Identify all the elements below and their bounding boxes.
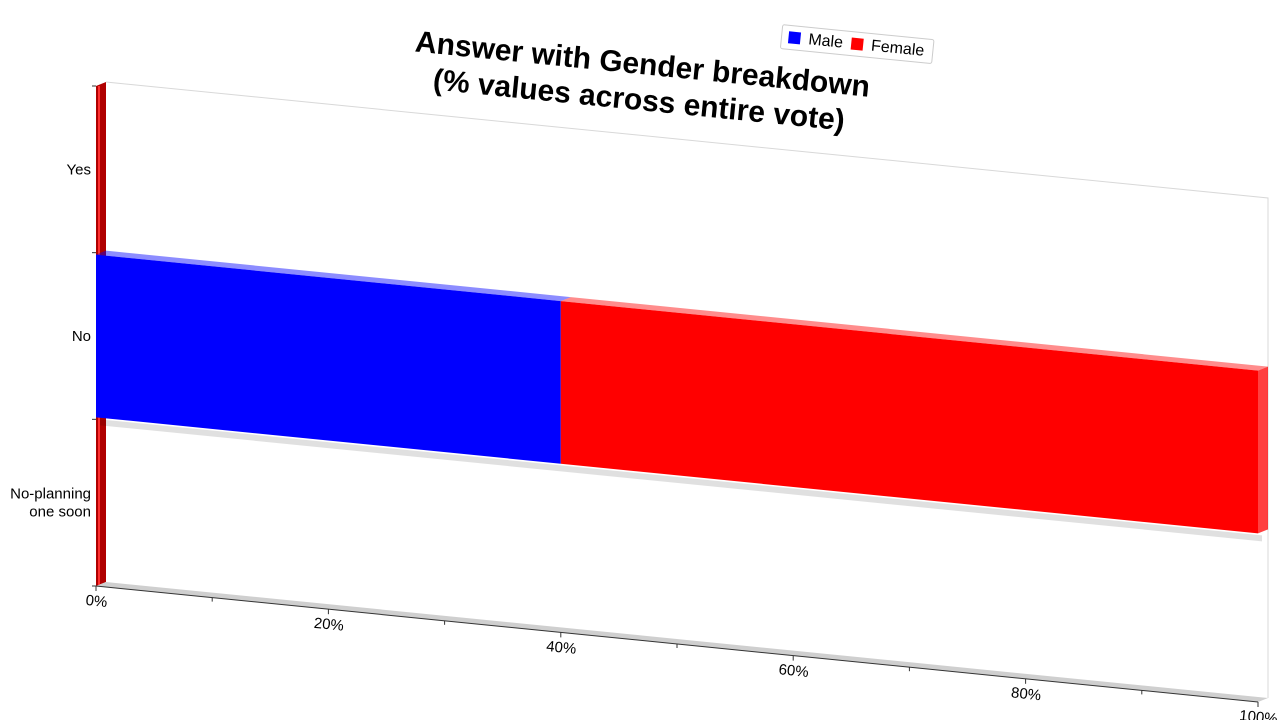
x-tick-label: 60% xyxy=(778,661,810,681)
x-tick-label: 40% xyxy=(545,638,577,658)
category-label: No-planning one soon xyxy=(10,486,91,521)
bar-top xyxy=(96,250,571,302)
bar-shadow xyxy=(100,419,565,472)
legend: Male Female xyxy=(780,24,935,64)
x-tick-label: 100% xyxy=(1239,707,1279,720)
bar-side xyxy=(1258,366,1268,534)
legend-label-male: Male xyxy=(808,31,844,51)
bars xyxy=(96,250,1268,542)
x-tick-label: 20% xyxy=(313,615,345,635)
legend-swatch-male xyxy=(787,31,802,45)
legend-label-female: Female xyxy=(870,38,925,60)
bar-front xyxy=(96,254,561,464)
legend-swatch-female xyxy=(850,37,864,51)
plot-back-outline xyxy=(105,81,1269,698)
x-tick-label: 80% xyxy=(1010,684,1042,704)
bar-male-no xyxy=(96,250,571,472)
bar-front xyxy=(560,301,1258,534)
floor xyxy=(96,582,1268,702)
bar-top xyxy=(560,297,1268,371)
bar-female-no xyxy=(560,297,1268,542)
x-tick-label: 0% xyxy=(85,592,108,611)
category-label: Yes xyxy=(67,161,91,178)
y-axis: Yes No No-planning one soon xyxy=(10,85,96,587)
category-label: No xyxy=(72,328,91,345)
x-axis: 0% 20% 40% 60% 80% 100% xyxy=(85,586,1279,720)
bar-shadow xyxy=(564,465,1262,542)
